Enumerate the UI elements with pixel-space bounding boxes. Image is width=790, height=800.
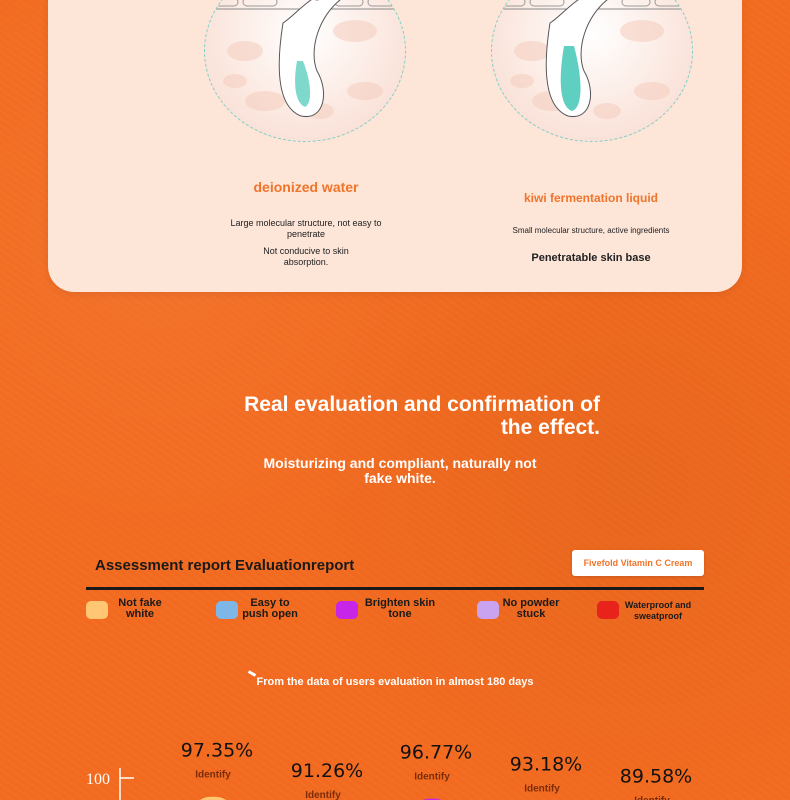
data-source-note: From the data of users evaluation in alm… bbox=[256, 676, 534, 688]
value-label-3: 96.77% bbox=[400, 742, 472, 764]
kiwi-fermentation-desc-1: Small molecular structure, active ingred… bbox=[512, 226, 670, 235]
bar-1 bbox=[199, 796, 227, 800]
kiwi-molecule-illustration bbox=[491, 0, 693, 142]
water-molecule-illustration bbox=[204, 0, 406, 142]
legend-label-line: white bbox=[125, 608, 155, 620]
y-tick-label: 100 bbox=[86, 771, 110, 788]
headline-line-1: Real evaluation and confirmation of bbox=[244, 393, 600, 416]
legend-label-line: Waterproof and bbox=[624, 600, 692, 610]
legend-swatch bbox=[477, 601, 499, 619]
value-label-5: 89.58% bbox=[620, 765, 692, 787]
identify-label-4: Identify bbox=[524, 784, 560, 795]
subheadline-line-1: Moisturizing and compliant, naturally no… bbox=[263, 455, 537, 471]
deionized-water-title: deionized water bbox=[253, 179, 359, 195]
headline: Real evaluation and confirmation of the … bbox=[160, 393, 600, 439]
legend-label: No powder stuck bbox=[499, 598, 563, 620]
legend-label: Not fake white bbox=[112, 598, 168, 620]
legend-label-line: tone bbox=[388, 608, 412, 620]
value-label-2: 91.26% bbox=[291, 760, 363, 782]
legend-swatch bbox=[336, 601, 358, 619]
identify-label-5: Identify bbox=[634, 795, 670, 800]
headline-line-2: the effect. bbox=[500, 416, 600, 439]
legend-item-easy-to-push-open: Easy to push open bbox=[216, 598, 306, 624]
legend-item-not-fake-white: Not fake white bbox=[86, 598, 176, 624]
legend-label: Waterproof and sweatproof bbox=[617, 600, 699, 622]
identify-label-1: Identify bbox=[195, 770, 231, 781]
legend-label: Easy to push open bbox=[240, 598, 300, 620]
value-label-4: 93.18% bbox=[510, 754, 582, 776]
legend-label-line: Not fake bbox=[118, 597, 162, 609]
report-title: Assessment report Evaluationreport bbox=[95, 557, 355, 574]
product-tag: Fivefold Vitamin C Cream bbox=[572, 550, 704, 576]
legend-label-line: Brighten skin bbox=[364, 597, 436, 609]
legend-item-brighten-skin-tone: Brighten skin tone bbox=[336, 598, 446, 624]
deionized-water-desc-2: Not conducive to skin absorption. bbox=[263, 246, 349, 267]
legend-swatch bbox=[86, 601, 108, 619]
deionized-water-desc-1: Large molecular structure, not easy to p… bbox=[230, 218, 382, 239]
comparison-card: deionized water Large molecular structur… bbox=[48, 0, 742, 292]
kiwi-fermentation-desc-2: Penetratable skin base bbox=[531, 252, 651, 264]
legend-swatch bbox=[216, 601, 238, 619]
legend-item-no-powder-stuck: No powder stuck bbox=[477, 598, 573, 624]
legend-label: Brighten skin tone bbox=[362, 598, 438, 620]
legend-label-line: stuck bbox=[516, 608, 546, 620]
subheadline-line-2: fake white. bbox=[364, 470, 436, 486]
kiwi-fermentation-title: kiwi fermentation liquid bbox=[523, 191, 658, 205]
legend-label-line: No powder bbox=[502, 597, 560, 609]
report-divider bbox=[86, 587, 704, 590]
identify-label-3: Identify bbox=[414, 772, 450, 783]
identify-label-2: Identify bbox=[305, 790, 341, 800]
product-tag-label: Fivefold Vitamin C Cream bbox=[583, 558, 693, 568]
legend-swatch bbox=[597, 601, 619, 619]
legend-label-line: sweatproof bbox=[633, 611, 682, 621]
value-label-1: 97.35% bbox=[181, 740, 253, 762]
legend-label-line: Easy to bbox=[250, 597, 290, 609]
legend-label-line: push open bbox=[242, 608, 298, 620]
subheadline: Moisturizing and compliant, naturally no… bbox=[230, 456, 570, 486]
legend-item-waterproof-and-sweatproof: Waterproof and sweatproof bbox=[597, 598, 701, 624]
